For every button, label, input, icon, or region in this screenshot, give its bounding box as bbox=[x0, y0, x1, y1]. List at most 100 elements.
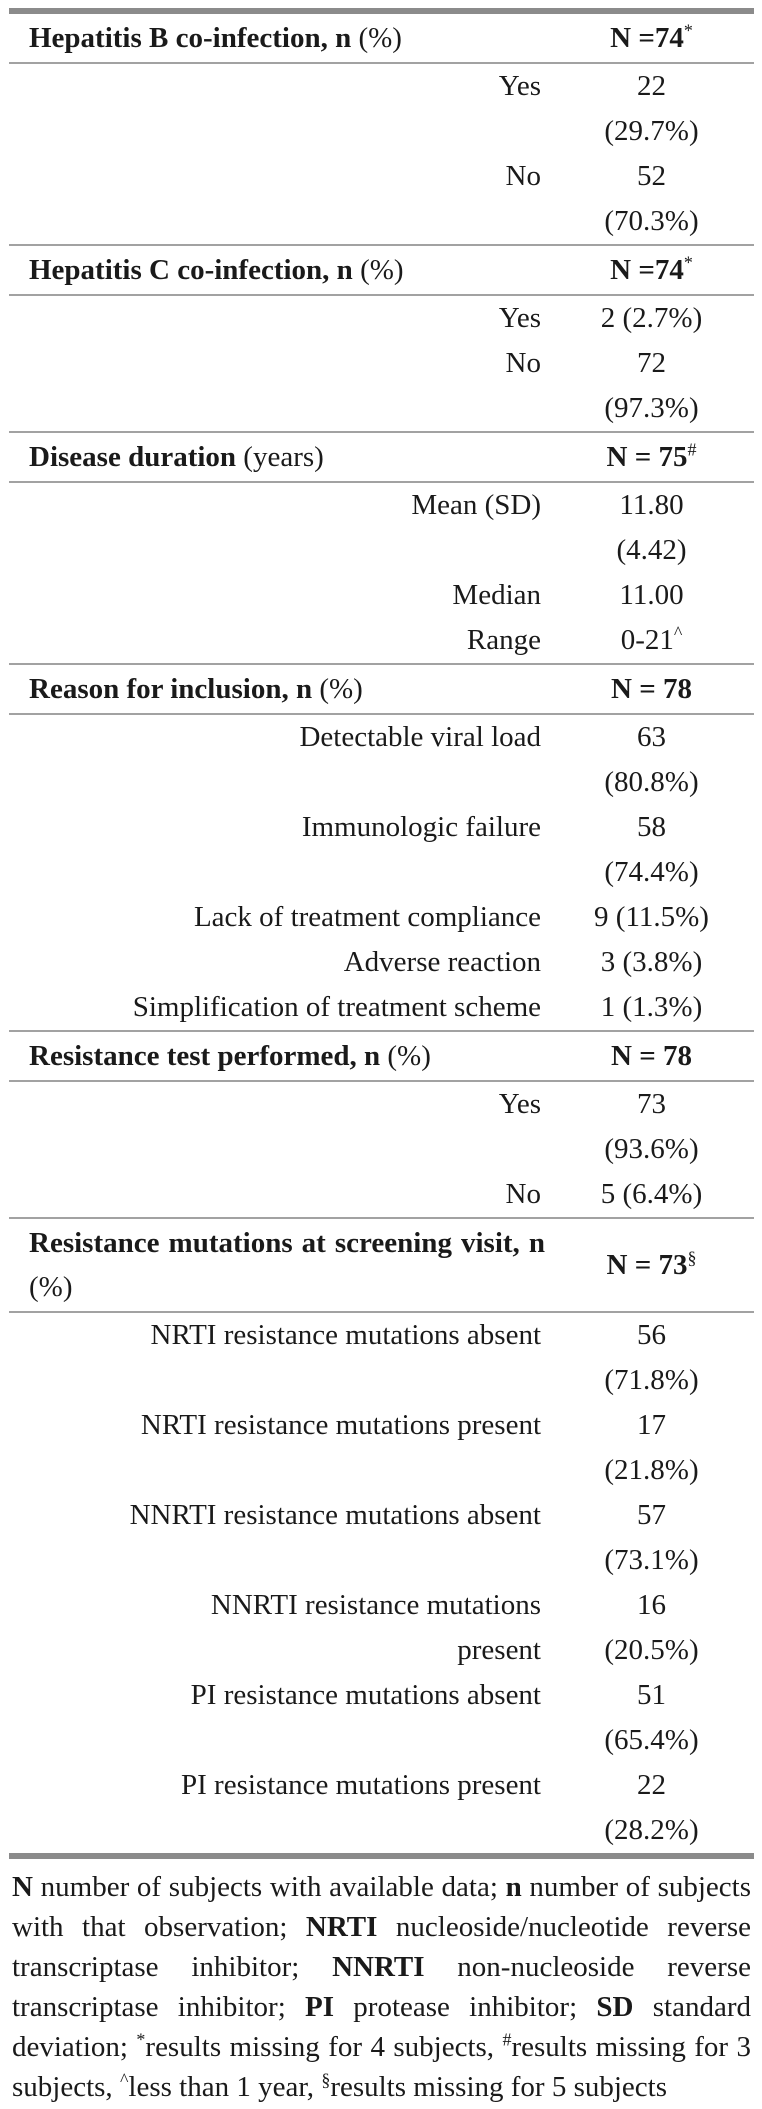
section-n-text: N =74 bbox=[610, 254, 684, 286]
row-value: 57 (73.1%) bbox=[549, 1493, 754, 1583]
section-header-row: Disease duration (years) N = 75# bbox=[9, 431, 754, 483]
row-label: PI resistance mutations absent bbox=[190, 1679, 541, 1711]
table-row: Lack of treatment compliance 9 (11.5%) bbox=[9, 895, 754, 940]
footnote-superscript-marker: # bbox=[502, 2029, 512, 2050]
table-row: Mean (SD) 11.80 (4.42) bbox=[9, 482, 754, 573]
section-title: Hepatitis B co-infection, n (%) bbox=[9, 10, 549, 64]
row-value: 3 (3.8%) bbox=[549, 940, 754, 985]
row-value-text: 22 (29.7%) bbox=[604, 70, 699, 147]
row-value-text: 22 (28.2%) bbox=[604, 1769, 699, 1846]
footnote-abbreviation: n bbox=[505, 1871, 522, 1903]
footnote-abbreviation: PI bbox=[305, 1991, 335, 2023]
section-title-text: Hepatitis C co-infection, n bbox=[29, 254, 353, 286]
footnote-text: less than 1 year, bbox=[128, 2071, 322, 2103]
section-header-row: Resistance mutations at screening visit,… bbox=[9, 1217, 754, 1313]
row-value: 73 (93.6%) bbox=[549, 1081, 754, 1172]
section-title-suffix: (%) bbox=[380, 1040, 431, 1072]
section-header-row: Hepatitis B co-infection, n (%) N =74* bbox=[9, 10, 754, 64]
row-value: 9 (11.5%) bbox=[549, 895, 754, 940]
row-value-text: 11.00 bbox=[619, 579, 684, 611]
footnote-text: results missing for 3 subjects, bbox=[12, 2031, 752, 2103]
row-value-text: 16 (20.5%) bbox=[604, 1589, 699, 1666]
table-row: No 52 (70.3%) bbox=[9, 154, 754, 245]
table-row: Yes 22 (29.7%) bbox=[9, 63, 754, 154]
footnote-abbreviation: SD bbox=[596, 1991, 634, 2023]
row-value-text: 63 (80.8%) bbox=[604, 721, 699, 798]
row-label: PI resistance mutations present bbox=[181, 1769, 541, 1801]
table-row: NNRTI resistance mutations present 16 (2… bbox=[9, 1583, 754, 1673]
row-value: 63 (80.8%) bbox=[549, 714, 754, 805]
row-value: 22 (28.2%) bbox=[549, 1763, 754, 1856]
section-title-text: Disease duration bbox=[29, 441, 237, 473]
row-value-text: 1 (1.3%) bbox=[600, 991, 703, 1023]
table-row: No 72 (97.3%) bbox=[9, 341, 754, 432]
row-value: 22 (29.7%) bbox=[549, 63, 754, 154]
section-title: Hepatitis C co-infection, n (%) bbox=[9, 244, 549, 296]
subject-characteristics-table: Hepatitis B co-infection, n (%) N =74* Y… bbox=[9, 8, 754, 1859]
table-row: NNRTI resistance mutations absent 57 (73… bbox=[9, 1493, 754, 1583]
row-value: 5 (6.4%) bbox=[549, 1172, 754, 1218]
row-value-text: 17 (21.8%) bbox=[604, 1409, 699, 1486]
footnote-text: protease inhibitor; bbox=[334, 1991, 597, 2023]
table-row: No 5 (6.4%) bbox=[9, 1172, 754, 1218]
table-row: Adverse reaction 3 (3.8%) bbox=[9, 940, 754, 985]
row-value-text: 5 (6.4%) bbox=[600, 1178, 703, 1210]
footnote-abbreviation: NNRTI bbox=[332, 1951, 425, 1983]
row-value-text: 58 (74.4%) bbox=[604, 811, 699, 888]
table-row: PI resistance mutations present 22 (28.2… bbox=[9, 1763, 754, 1856]
row-value: 0-21^ bbox=[549, 618, 754, 664]
footnote-superscript-marker: § bbox=[321, 2069, 331, 2090]
row-label: Median bbox=[452, 579, 541, 611]
section-n-superscript: * bbox=[683, 252, 693, 273]
row-label: NRTI resistance mutations present bbox=[140, 1409, 541, 1441]
row-value: 52 (70.3%) bbox=[549, 154, 754, 245]
section-title-suffix: (%) bbox=[29, 1271, 73, 1303]
section-title: Resistance test performed, n (%) bbox=[9, 1030, 549, 1082]
row-value: 1 (1.3%) bbox=[549, 985, 754, 1031]
section-header-row: Hepatitis C co-infection, n (%) N =74* bbox=[9, 244, 754, 296]
footnote-text: non-nucleoside reverse transcriptase inh… bbox=[12, 1951, 751, 2023]
section-title-suffix: (%) bbox=[312, 673, 363, 705]
row-value-text: 72 (97.3%) bbox=[604, 347, 699, 424]
footnote-text: standard deviation; bbox=[12, 1991, 751, 2063]
row-label: No bbox=[505, 160, 541, 192]
row-value: 16 (20.5%) bbox=[549, 1583, 754, 1673]
table-row: PI resistance mutations absent 51 (65.4%… bbox=[9, 1673, 754, 1763]
row-label: NRTI resistance mutations absent bbox=[150, 1319, 541, 1351]
section-header-row: Resistance test performed, n (%) N = 78 bbox=[9, 1030, 754, 1082]
table-row: NRTI resistance mutations absent 56 (71.… bbox=[9, 1312, 754, 1403]
footnote-abbreviation: NRTI bbox=[305, 1911, 378, 1943]
row-value-text: 52 (70.3%) bbox=[604, 160, 699, 237]
row-label: No bbox=[505, 1178, 541, 1210]
row-label: Yes bbox=[498, 1088, 541, 1120]
row-value-text: 2 (2.7%) bbox=[600, 302, 703, 334]
row-value-text: 9 (11.5%) bbox=[594, 901, 709, 933]
row-value-text: 0-21 bbox=[620, 624, 674, 656]
section-n-text: N = 78 bbox=[611, 673, 692, 705]
section-n-value: N = 75# bbox=[549, 431, 754, 483]
footnote-abbreviation: N bbox=[12, 1871, 33, 1903]
section-title-suffix: (%) bbox=[352, 254, 404, 286]
row-label: Range bbox=[466, 624, 541, 656]
row-value-text: 73 (93.6%) bbox=[604, 1088, 699, 1165]
row-value: 58 (74.4%) bbox=[549, 805, 754, 895]
section-n-text: N = 75 bbox=[606, 441, 688, 473]
section-n-value: N = 73§ bbox=[549, 1217, 754, 1313]
row-value: 17 (21.8%) bbox=[549, 1403, 754, 1493]
row-value-text: 51 (65.4%) bbox=[604, 1679, 699, 1756]
row-label: NNRTI resistance mutations present bbox=[210, 1589, 541, 1666]
table-row: Yes 2 (2.7%) bbox=[9, 295, 754, 341]
row-value: 56 (71.8%) bbox=[549, 1312, 754, 1403]
row-value: 11.80 (4.42) bbox=[549, 482, 754, 573]
row-label: Yes bbox=[498, 302, 541, 334]
row-value: 2 (2.7%) bbox=[549, 295, 754, 341]
section-title-text: Resistance test performed, n bbox=[29, 1040, 381, 1072]
row-value: 11.00 bbox=[549, 573, 754, 618]
footnote-text: results missing for 4 subjects, bbox=[145, 2031, 503, 2063]
row-label: Adverse reaction bbox=[343, 946, 541, 978]
section-n-value: N = 78 bbox=[549, 1030, 754, 1082]
table-row: Simplification of treatment scheme 1 (1.… bbox=[9, 985, 754, 1031]
section-title-suffix: (years) bbox=[236, 441, 324, 473]
row-label: Yes bbox=[498, 70, 541, 102]
section-title-text: Hepatitis B co-infection, n bbox=[29, 22, 352, 54]
